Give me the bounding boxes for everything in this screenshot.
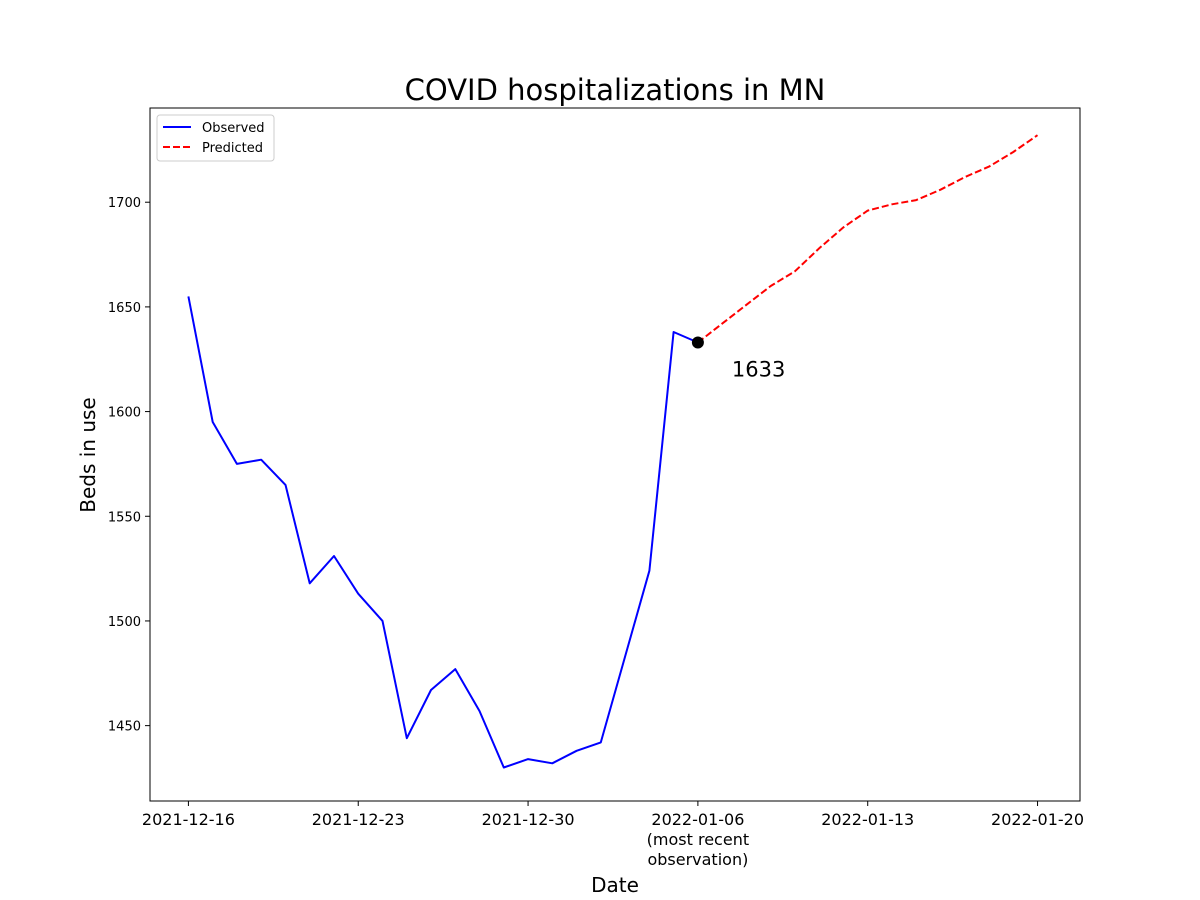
legend-label-predicted: Predicted [202, 141, 263, 156]
series-line-predicted [697, 134, 1039, 344]
x-tick-label: 2022-01-13 [821, 810, 914, 829]
legend-label-observed: Observed [202, 121, 265, 136]
plot-marks: 1450 1500 1550 1600 1650 1700 2021-12-16 2021-1… [108, 114, 1084, 869]
chart-title: COVID hospitalizations in MN [405, 73, 826, 107]
y-tick-label: 1500 [108, 615, 141, 630]
y-tick-label: 1600 [108, 406, 141, 421]
x-tick-label: 2021-12-16 [142, 810, 235, 829]
y-axis-label: Beds in use [76, 397, 100, 513]
y-tick-label: 1700 [108, 196, 141, 211]
series-line-observed [187, 296, 699, 769]
y-tick-label: 1550 [108, 510, 141, 525]
last-observation-marker [691, 336, 704, 349]
x-tick-label: 2021-12-30 [482, 810, 575, 829]
y-tick-label: 1450 [108, 720, 141, 735]
x-tick-label: 2021-12-23 [312, 810, 405, 829]
last-observation-label: 1633 [732, 357, 785, 381]
y-tick-label: 1650 [108, 301, 141, 316]
x-axis-label: Date [591, 873, 639, 897]
plot-area-frame [149, 107, 1081, 802]
x-tick-label: 2022-01-20 [991, 810, 1084, 829]
x-tick-label: 2022-01-06 (most recent observation) [647, 810, 749, 869]
